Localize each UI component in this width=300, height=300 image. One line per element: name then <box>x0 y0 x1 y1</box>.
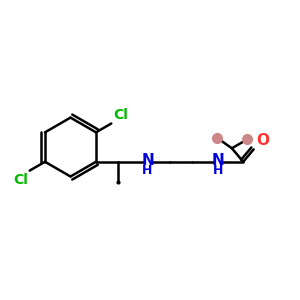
Text: H: H <box>142 164 153 176</box>
Text: Cl: Cl <box>13 173 28 187</box>
Text: H: H <box>213 164 224 176</box>
Text: N: N <box>141 153 154 168</box>
Text: N: N <box>212 153 225 168</box>
Text: O: O <box>256 133 269 148</box>
Text: Cl: Cl <box>113 108 128 122</box>
